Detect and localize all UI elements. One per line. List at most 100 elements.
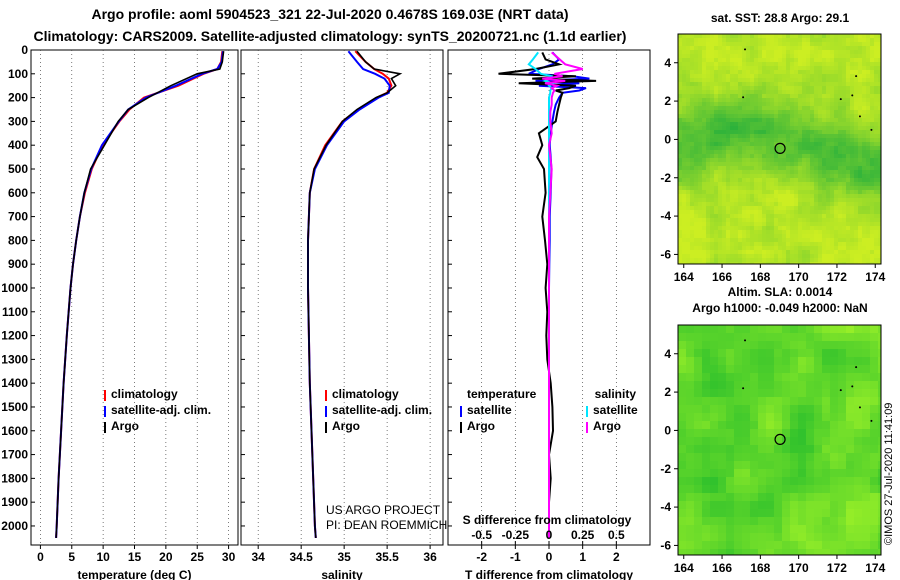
map-cell [678, 122, 682, 126]
map-cell [774, 82, 778, 86]
map-cell [830, 130, 834, 134]
map-cell [686, 429, 694, 437]
map-cell [778, 82, 782, 86]
map-cell [714, 226, 718, 230]
map-cell [786, 106, 790, 110]
map-cell [678, 341, 686, 349]
map-cell [854, 461, 862, 469]
map-cell [702, 142, 706, 146]
map-cell [806, 218, 810, 222]
map-cell [710, 78, 714, 82]
map-cell [714, 62, 718, 66]
map-cell [842, 58, 846, 62]
map-cell [742, 258, 746, 262]
map-cell [878, 142, 881, 146]
map-cell [874, 118, 878, 122]
map-cell [810, 54, 814, 58]
map-cell [702, 174, 706, 178]
map-cell [710, 46, 714, 50]
map-cell [838, 94, 842, 98]
map-cell [854, 174, 858, 178]
map-cell [814, 186, 818, 190]
map-cell [850, 142, 854, 146]
map-cell [694, 341, 702, 349]
map-cell [846, 170, 850, 174]
map-x-tick-label: 170 [789, 270, 809, 284]
map-cell [678, 234, 682, 238]
map-cell [870, 349, 878, 357]
map-cell [726, 106, 730, 110]
map-cell [770, 122, 774, 126]
map-cell [750, 389, 758, 397]
map-cell [726, 126, 730, 130]
map-cell [794, 246, 798, 250]
map-cell [722, 218, 726, 222]
map-cell [714, 174, 718, 178]
map-cell [842, 250, 846, 254]
map-cell [878, 62, 881, 66]
map-cell [798, 150, 802, 154]
map-cell [862, 46, 866, 50]
map-x-tick-label: 170 [789, 561, 809, 575]
map-cell [810, 242, 814, 246]
map-cell [790, 202, 794, 206]
map-cell [706, 250, 710, 254]
map-cell [834, 110, 838, 114]
map-cell [718, 182, 722, 186]
map-cell [734, 66, 738, 70]
map-cell [778, 186, 782, 190]
map-cell [810, 102, 814, 106]
map-cell [758, 469, 766, 477]
map-cell [678, 413, 686, 421]
map-cell [742, 333, 750, 341]
map-cell [878, 246, 881, 250]
map-cell [818, 246, 822, 250]
map-cell [702, 477, 710, 485]
map-cell [786, 182, 790, 186]
map-cell [754, 190, 758, 194]
map-cell [682, 158, 686, 162]
map-cell [746, 134, 750, 138]
map-cell [806, 250, 810, 254]
map-cell [726, 58, 730, 62]
map-cell [854, 365, 862, 373]
map-cell [750, 86, 754, 90]
map-cell [826, 250, 830, 254]
map-cell [734, 190, 738, 194]
map-cell [766, 62, 770, 66]
map-cell [782, 325, 790, 333]
map-cell [694, 509, 702, 517]
map-cell [706, 206, 710, 210]
map-cell [710, 222, 714, 226]
map-cell [830, 194, 834, 198]
map-cell [810, 186, 814, 190]
map-cell [786, 166, 790, 170]
map-cell [682, 174, 686, 178]
map-cell [738, 70, 742, 74]
map-cell [686, 166, 690, 170]
map-cell [698, 166, 702, 170]
map-cell [686, 146, 690, 150]
map-cell [850, 206, 854, 210]
map-cell [878, 469, 881, 477]
map-cell [762, 262, 766, 264]
map-cell [766, 258, 770, 262]
map-cell [814, 349, 822, 357]
map-cell [690, 258, 694, 262]
map-cell [870, 202, 874, 206]
map-cell [706, 262, 710, 264]
map-cell [730, 74, 734, 78]
map-cell [818, 46, 822, 50]
map-cell [826, 106, 830, 110]
map-cell [718, 50, 722, 54]
map-cell [858, 74, 862, 78]
map-cell [774, 122, 778, 126]
map-cell [686, 206, 690, 210]
map-cell [802, 206, 806, 210]
map-cell [714, 142, 718, 146]
map-cell [678, 34, 682, 38]
map-cell [806, 541, 814, 549]
map-cell [742, 549, 750, 555]
map-cell [838, 485, 846, 493]
map-cell [790, 421, 798, 429]
